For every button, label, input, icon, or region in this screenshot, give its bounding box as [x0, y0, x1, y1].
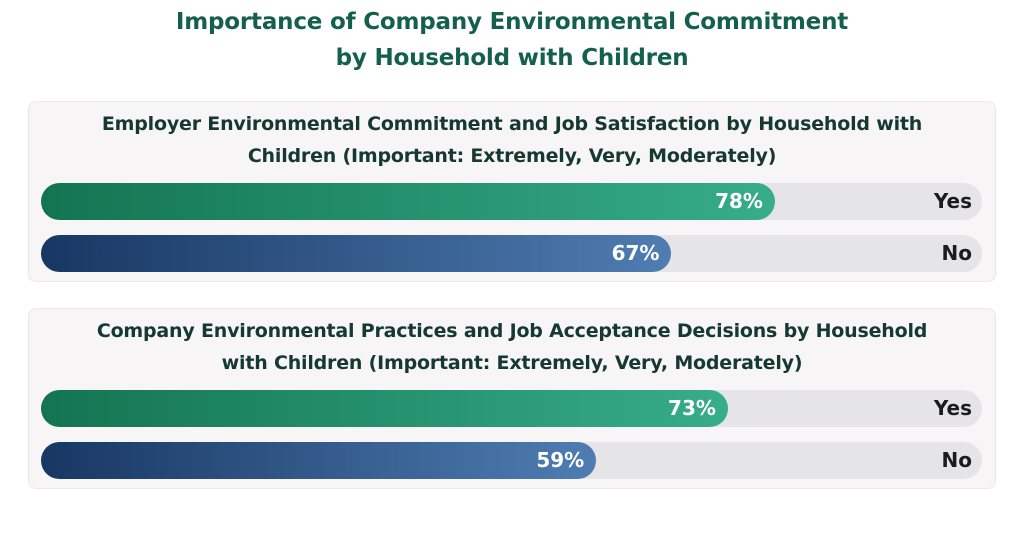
panel-title-line-2: Children (Important: Extremely, Very, Mo…: [247, 145, 777, 167]
bar-yes: 78%: [41, 183, 775, 220]
bar-value-label: 59%: [536, 448, 585, 472]
category-label-no: No: [941, 241, 972, 265]
panel-title: Employer Environmental Commitment and Jo…: [29, 108, 995, 172]
chart-title: Importance of Company Environmental Comm…: [0, 4, 1024, 76]
panel-title-line-1: Company Environmental Practices and Job …: [96, 320, 928, 342]
bar-yes: 73%: [41, 390, 728, 427]
bar-track-yes: 73% Yes: [41, 390, 982, 427]
panel-title-line-1: Employer Environmental Commitment and Jo…: [101, 113, 923, 135]
bar-value-label: 78%: [715, 189, 763, 213]
bar-track-yes: 78% Yes: [41, 183, 982, 220]
chart-title-line-2: by Household with Children: [335, 45, 689, 71]
bar-no: 67%: [41, 235, 672, 272]
panel-title-line-2: with Children (Important: Extremely, Ver…: [221, 352, 803, 374]
category-label-no: No: [941, 448, 972, 472]
chart-title-line-1: Importance of Company Environmental Comm…: [175, 9, 849, 35]
bar-no: 59%: [41, 442, 597, 479]
bar-value-label: 73%: [668, 396, 716, 420]
bar-track-no: 59% No: [41, 442, 982, 479]
category-label-yes: Yes: [933, 396, 972, 420]
bar-track-no: 67% No: [41, 235, 982, 272]
category-label-yes: Yes: [933, 189, 972, 213]
panel-job-satisfaction: Employer Environmental Commitment and Jo…: [28, 101, 996, 282]
bar-value-label: 67%: [611, 241, 660, 265]
panel-job-acceptance: Company Environmental Practices and Job …: [28, 308, 996, 489]
panel-title: Company Environmental Practices and Job …: [29, 315, 995, 379]
